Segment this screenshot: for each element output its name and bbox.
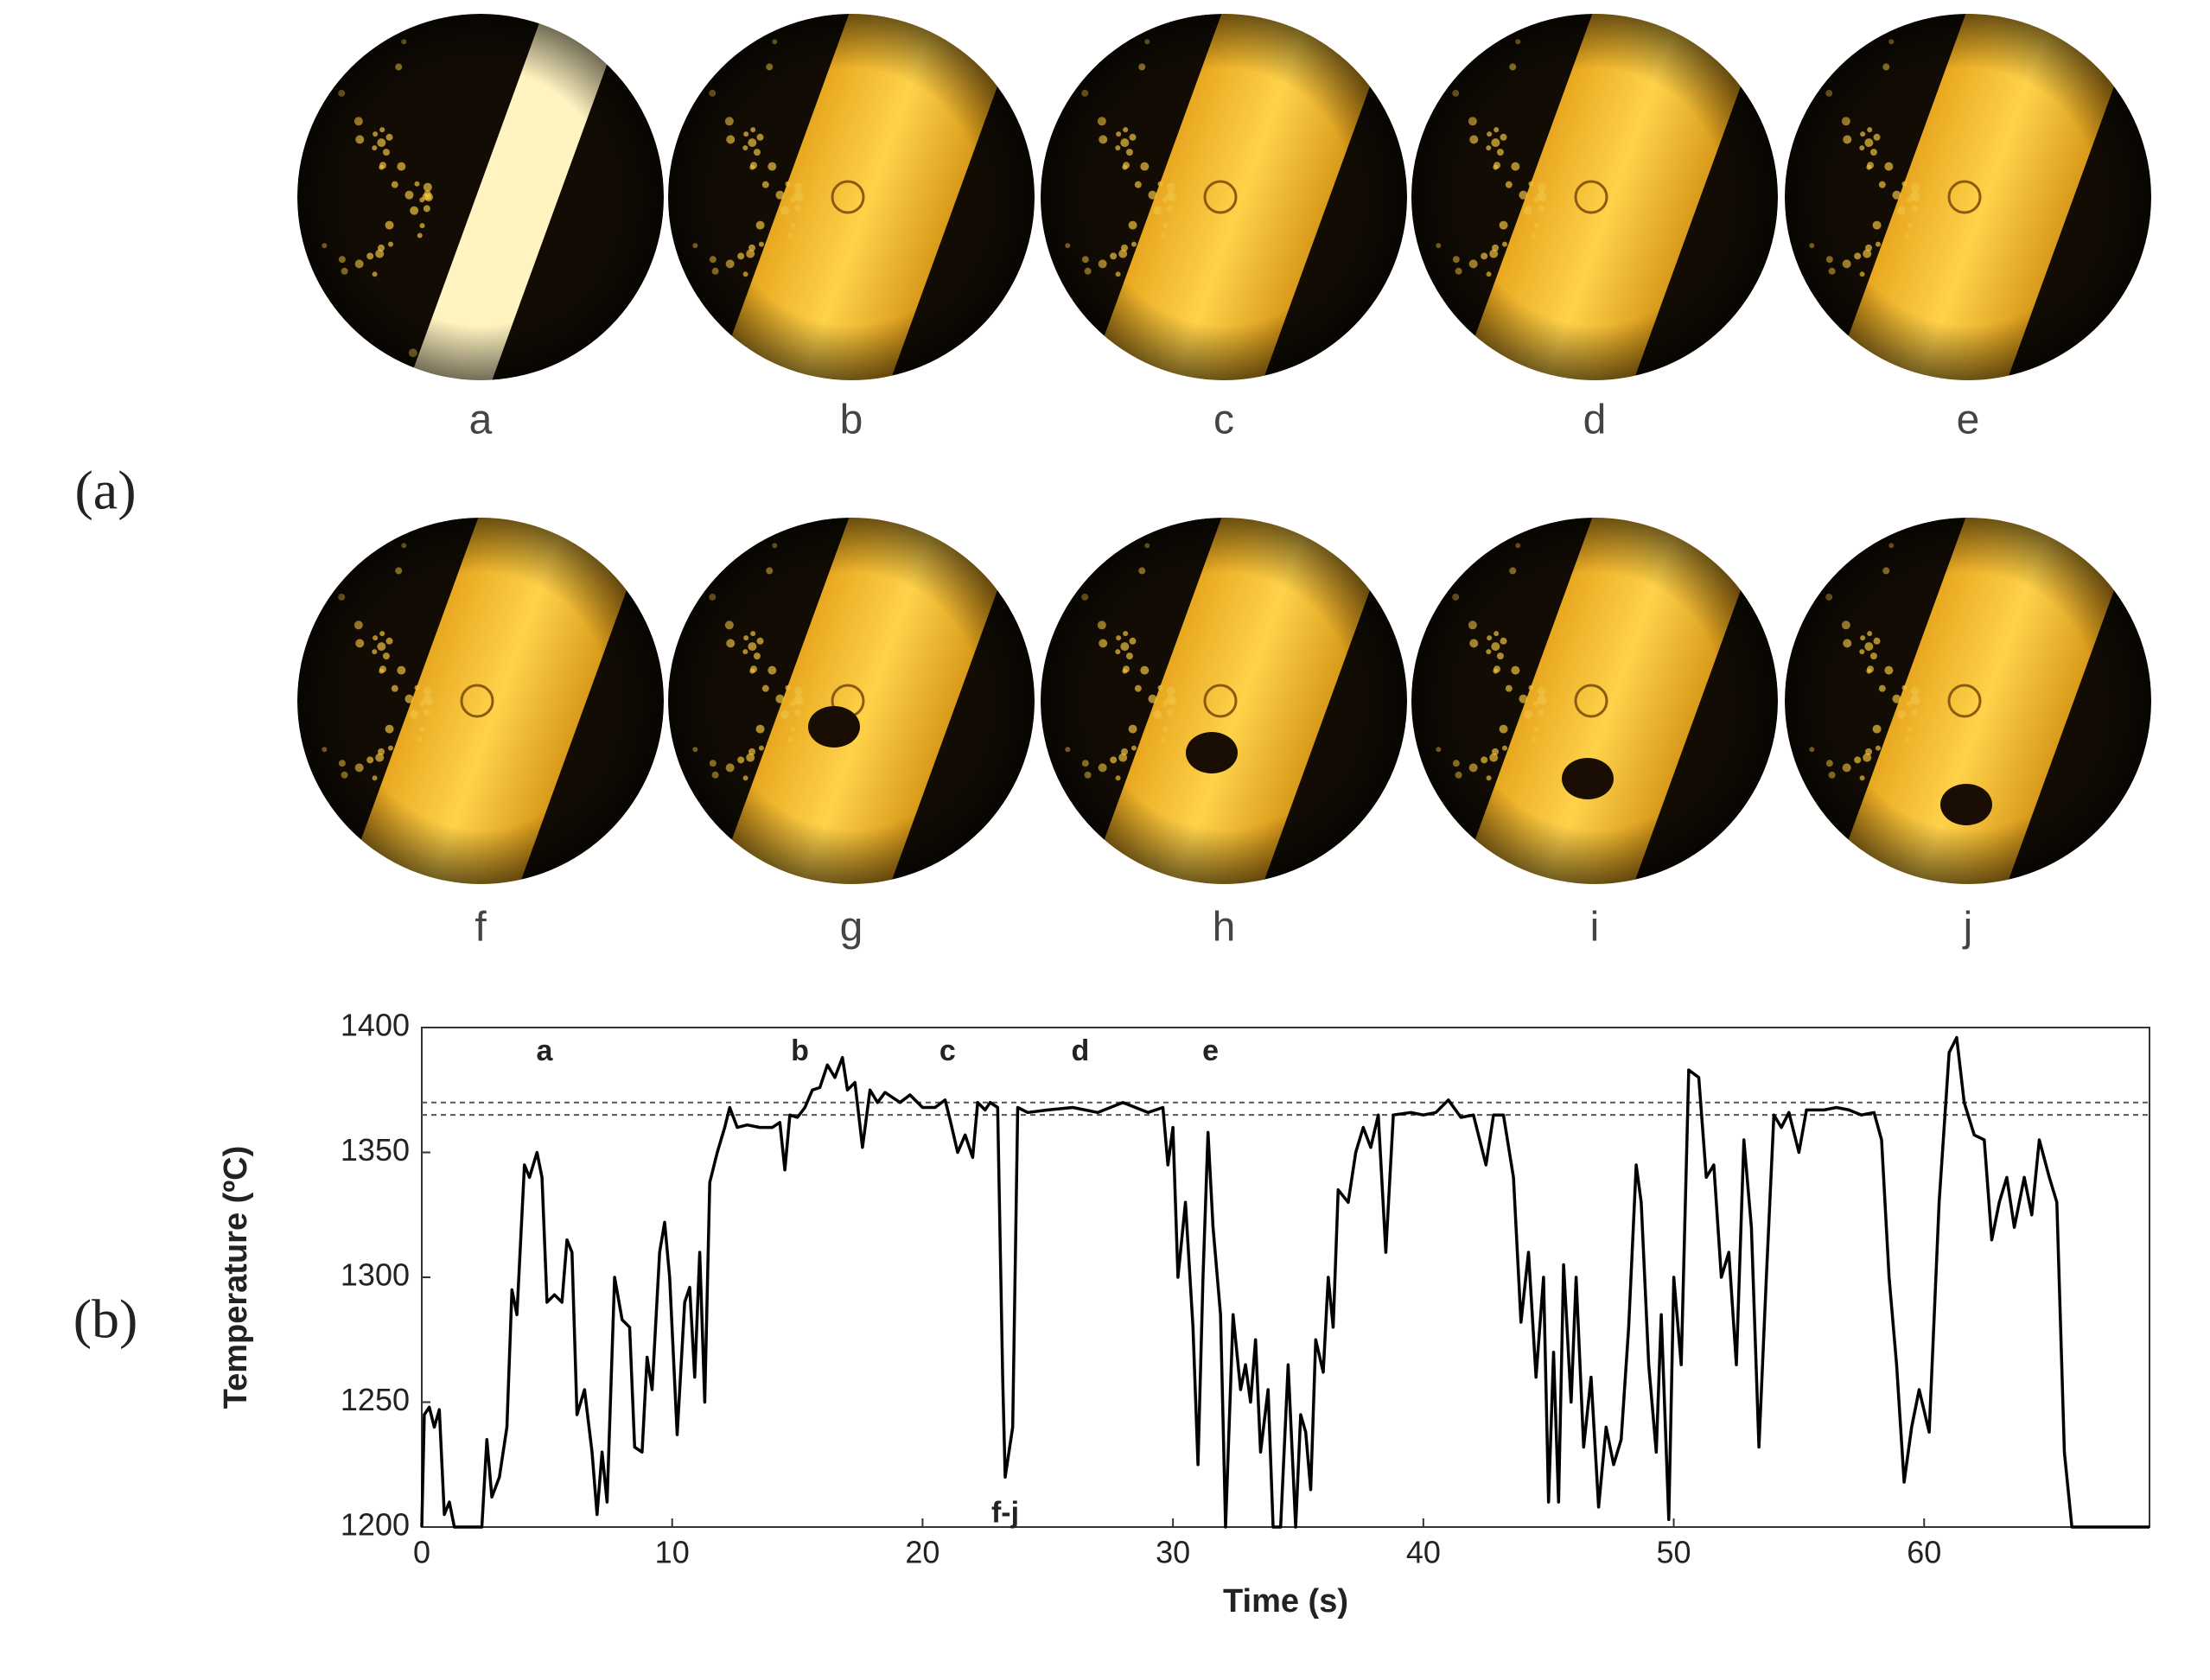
annotation: b (791, 1034, 809, 1067)
image-label: a (469, 398, 493, 443)
image-label: f (474, 905, 487, 951)
micrograph (1411, 14, 1778, 380)
spark (1418, 323, 1428, 333)
x-tick-label: 10 (655, 1535, 690, 1570)
spark (1048, 827, 1057, 837)
micrograph (1041, 14, 1407, 380)
image-label: i (1590, 905, 1600, 951)
vignette (1411, 518, 1778, 884)
image-label: d (1583, 398, 1607, 443)
y-tick-label: 1250 (341, 1382, 410, 1417)
vignette (1041, 14, 1407, 380)
micrograph (1785, 518, 2151, 884)
vignette (297, 14, 664, 380)
annotation: a (536, 1034, 553, 1067)
spark (304, 827, 314, 837)
vignette (1411, 14, 1778, 380)
micrograph (668, 518, 1035, 884)
image-label: e (1957, 398, 1980, 443)
micrograph (1785, 14, 2151, 380)
vignette (1041, 518, 1407, 884)
y-axis-title: Temperature (ºC) (218, 1146, 254, 1410)
x-tick-label: 30 (1156, 1535, 1190, 1570)
y-tick-label: 1400 (341, 1008, 410, 1043)
image-label: g (840, 905, 863, 951)
panel-label: (a) (74, 460, 136, 521)
y-tick-label: 1300 (341, 1257, 410, 1293)
spark (1048, 323, 1057, 333)
image-label: j (1962, 905, 1973, 951)
spark (675, 323, 685, 333)
vignette (1785, 518, 2151, 884)
data-line (420, 1035, 2149, 1529)
vignette (668, 518, 1035, 884)
spark (675, 827, 685, 837)
x-tick-label: 40 (1406, 1535, 1441, 1570)
annotation: e (1202, 1034, 1219, 1067)
spark (1792, 323, 1801, 333)
micrograph (297, 518, 664, 884)
plot: 0 10 20 30 40 50 60 1200 1250 1300 1350 1400 a b c d e f-… (218, 1008, 2150, 1620)
image-label: h (1213, 905, 1236, 951)
image-label: b (840, 398, 863, 443)
spark (1792, 827, 1801, 837)
y-tick-label: 1200 (341, 1507, 410, 1543)
spark (1418, 827, 1428, 837)
image-label: c (1213, 398, 1234, 443)
micrograph (668, 14, 1035, 380)
vignette (297, 518, 664, 884)
x-tick-label: 0 (413, 1535, 430, 1570)
vignette (1785, 14, 2151, 380)
image-grid: a b c d e f g h i j (297, 14, 2151, 951)
annotation: c (939, 1034, 956, 1067)
micrograph (297, 14, 664, 380)
x-tick-label: 60 (1907, 1535, 1941, 1570)
x-tick-label: 20 (905, 1535, 939, 1570)
annotation: f-j (991, 1497, 1019, 1530)
x-tick-label: 50 (1657, 1535, 1691, 1570)
micrograph (1411, 518, 1778, 884)
micrograph (1041, 518, 1407, 884)
annotation: d (1072, 1034, 1090, 1067)
vignette (668, 14, 1035, 380)
x-axis-title: Time (s) (1223, 1583, 1348, 1620)
spark (304, 323, 314, 333)
y-tick-label: 1350 (341, 1132, 410, 1168)
panel-label: (b) (73, 1289, 138, 1350)
